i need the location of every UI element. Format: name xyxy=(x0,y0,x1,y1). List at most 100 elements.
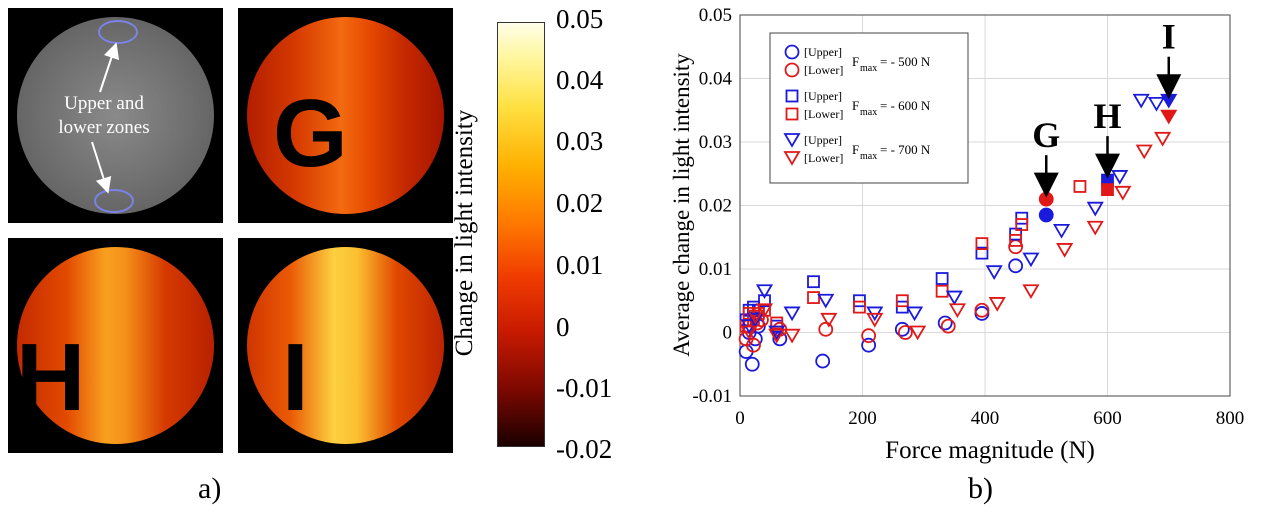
data-point-lower-square xyxy=(770,316,784,330)
data-point-upper-triangle xyxy=(1160,93,1178,109)
intensity-disc-h xyxy=(17,247,214,444)
annotation-i: I xyxy=(1162,17,1176,57)
data-point-lower-triangle xyxy=(1154,131,1172,147)
data-point-upper-circle xyxy=(815,353,831,369)
data-point-upper-triangle xyxy=(755,284,774,300)
data-point-upper-triangle xyxy=(945,290,963,306)
data-point-upper-circle xyxy=(1038,207,1054,223)
legend-fmax-sub: max xyxy=(860,63,877,74)
data-point-upper-square xyxy=(935,272,949,285)
data-point-lower-triangle xyxy=(1160,109,1178,125)
data-point-lower-circle xyxy=(974,302,990,318)
plot-area xyxy=(739,14,1231,397)
y-tick-label: 0.03 xyxy=(699,132,732,153)
data-point-lower-triangle xyxy=(1114,185,1132,201)
legend-fmax-sub: max xyxy=(860,107,877,118)
y-tick-label: -0.01 xyxy=(692,386,732,407)
legend-box xyxy=(769,32,969,184)
data-point-lower-square xyxy=(935,284,949,298)
zone-arrows xyxy=(91,42,120,194)
colorbar-tick: 0.02 xyxy=(556,188,604,218)
data-point-upper-triangle xyxy=(1022,252,1040,268)
y-axis-label: Average change in light intensity xyxy=(669,53,694,357)
x-axis-label: Force magnitude (N) xyxy=(885,437,1095,464)
data-point-upper-triangle xyxy=(817,293,835,309)
data-point-upper-circle xyxy=(937,315,953,331)
data-point-lower-circle xyxy=(1038,191,1054,207)
legend-fmax-value: = - 600 N xyxy=(880,98,931,113)
data-point-lower-triangle xyxy=(988,297,1006,312)
arrow-to-upper-zone xyxy=(99,42,120,93)
legend-fmax-prefix: F xyxy=(852,98,859,113)
legend-marker-lower xyxy=(784,62,800,78)
data-point-lower-triangle xyxy=(1022,284,1040,300)
data-point-upper-triangle xyxy=(768,325,786,341)
colorbar-tick: 0 xyxy=(556,312,570,342)
image-g: G xyxy=(238,8,453,223)
data-point-upper-square xyxy=(807,275,820,289)
data-point-lower-square xyxy=(1101,183,1114,197)
data-point-upper-triangle xyxy=(1052,224,1071,239)
label-h: H xyxy=(16,324,86,431)
legend-upper-label: [Upper] xyxy=(804,133,842,147)
data-point-upper-circle xyxy=(894,321,910,337)
panel-a-label: a) xyxy=(198,472,222,505)
legend-lower-label: [Lower] xyxy=(804,151,843,165)
image-h: H xyxy=(8,238,223,453)
x-tick-label: 400 xyxy=(971,408,1000,429)
legend-fmax-prefix: F xyxy=(852,142,859,157)
data-point-lower-triangle xyxy=(866,312,884,328)
data-point-lower-square xyxy=(807,291,820,304)
legend-fmax-value: = - 500 N xyxy=(880,54,931,69)
y-tick-label: 0.02 xyxy=(699,196,732,217)
data-point-lower-square xyxy=(1073,180,1087,193)
x-tick-label: 600 xyxy=(1093,408,1122,429)
data-point-upper-square xyxy=(975,246,989,260)
data-point-upper-triangle xyxy=(1086,201,1104,217)
data-point-lower-circle xyxy=(746,337,761,353)
image-i: I xyxy=(238,238,453,453)
data-point-upper-triangle xyxy=(1132,93,1150,109)
colorbar-tick: 0.03 xyxy=(556,126,604,156)
intensity-disc-i xyxy=(247,247,444,444)
data-point-lower-triangle xyxy=(783,328,801,344)
intensity-disc-g xyxy=(247,17,444,214)
data-point-lower-triangle xyxy=(1086,220,1104,236)
legend-marker-lower xyxy=(783,151,801,166)
zones-annotation-line1: Upper and xyxy=(64,93,144,114)
y-tick-label: 0 xyxy=(723,323,733,344)
label-i: I xyxy=(282,324,309,431)
x-tick-label: 0 xyxy=(735,408,745,429)
label-g: G xyxy=(273,80,348,187)
data-point-lower-square xyxy=(1009,234,1023,247)
legend-lower-label: [Lower] xyxy=(804,63,843,77)
data-point-lower-square xyxy=(975,237,989,251)
data-point-upper-circle xyxy=(974,306,990,321)
legend-marker-upper xyxy=(785,89,799,103)
data-point-lower-triangle xyxy=(820,312,838,328)
colorbar-tick: 0.05 xyxy=(556,4,604,34)
zones-annotation-line2: lower zones xyxy=(58,117,150,138)
colorbar-tick: 0.04 xyxy=(556,65,604,95)
data-point-lower-square xyxy=(1015,218,1029,231)
data-point-upper-circle xyxy=(861,337,877,353)
y-tick-label: 0.05 xyxy=(699,5,732,26)
arrow-to-lower-zone xyxy=(91,141,112,194)
y-tick-label: 0.04 xyxy=(699,69,733,90)
legend-upper-label: [Upper] xyxy=(804,45,842,59)
data-point-lower-square xyxy=(895,294,909,308)
data-point-lower-circle xyxy=(861,328,877,344)
annotation-h: H xyxy=(1093,96,1121,136)
x-tick-label: 800 xyxy=(1216,408,1245,429)
colorbar-tick: -0.02 xyxy=(556,434,613,464)
legend-fmax-sub: max xyxy=(860,151,877,162)
data-point-lower-triangle xyxy=(768,328,786,344)
panel-b-label: b) xyxy=(968,472,993,505)
legend-fmax-value: = - 700 N xyxy=(880,142,931,157)
y-tick-label: 0.01 xyxy=(699,259,732,280)
data-point-lower-circle xyxy=(897,325,913,340)
data-point-lower-square xyxy=(853,300,866,314)
legend-upper-label: [Upper] xyxy=(804,89,842,103)
data-point-lower-triangle xyxy=(1056,243,1074,258)
